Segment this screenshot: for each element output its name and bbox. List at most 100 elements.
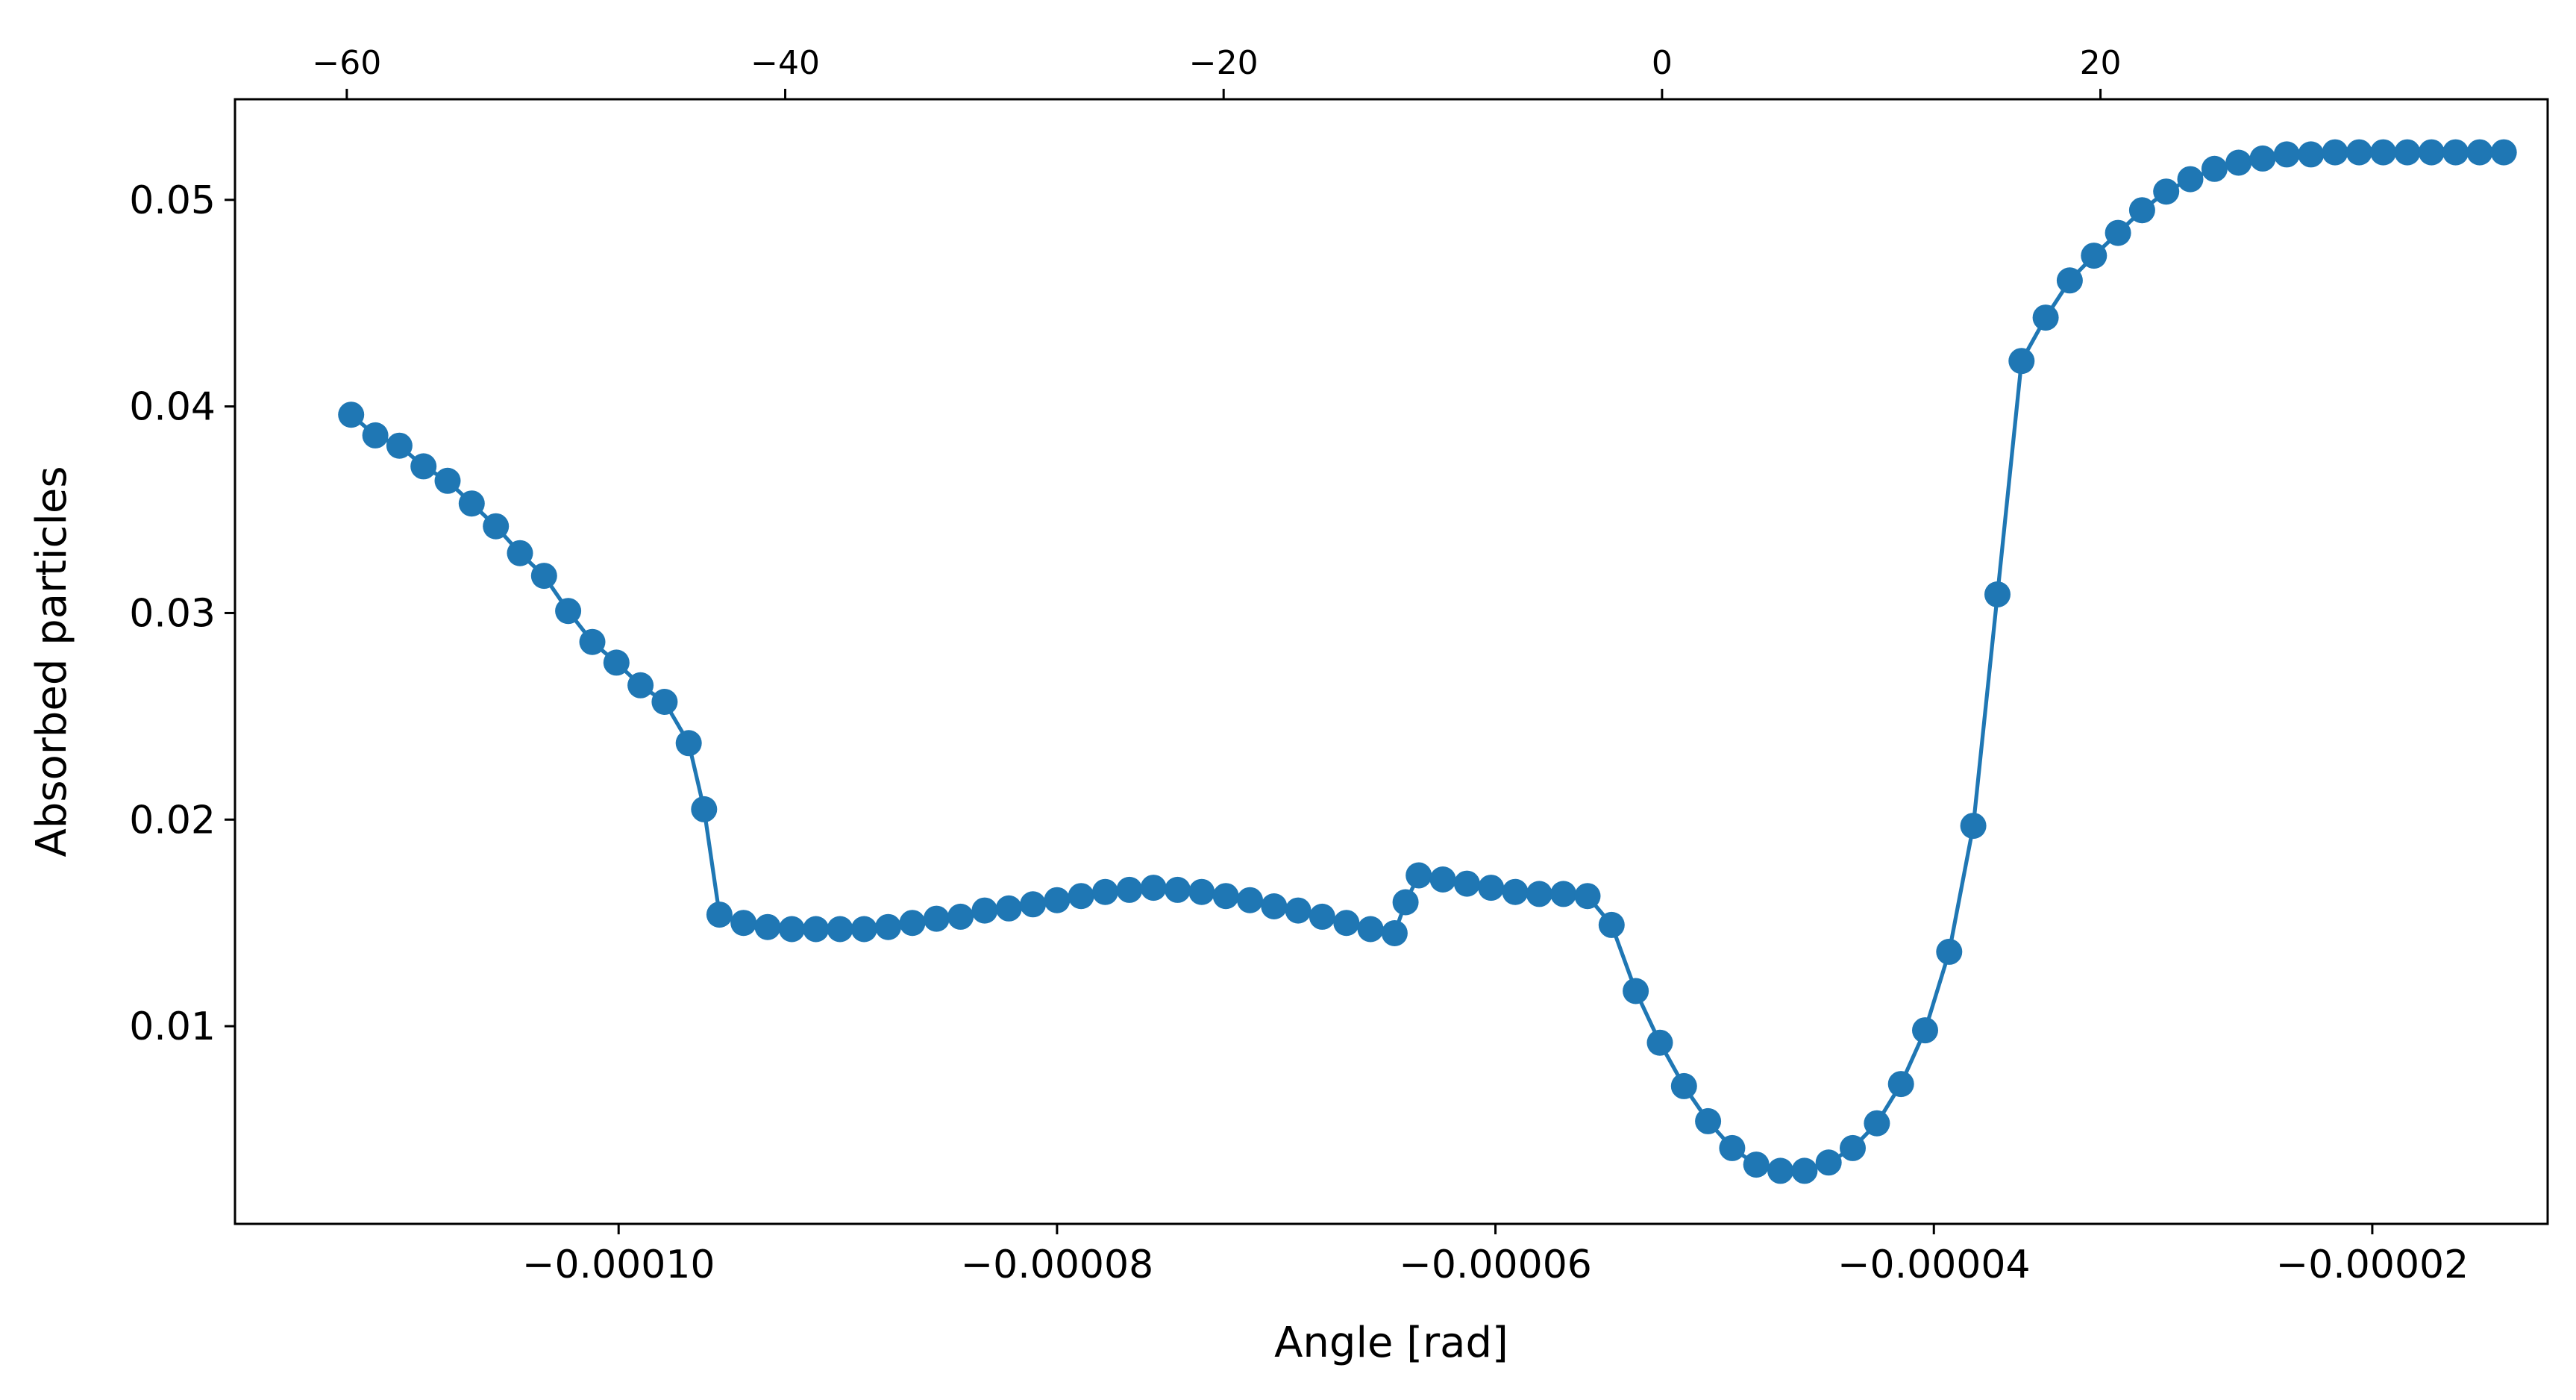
- data-point: [1020, 891, 1047, 918]
- data-point: [2345, 139, 2372, 166]
- y-tick-label: 0.03: [129, 591, 216, 636]
- y-tick-label: 0.05: [129, 178, 216, 223]
- data-point: [691, 796, 718, 822]
- data-point: [1550, 881, 1577, 907]
- data-point: [2490, 139, 2517, 166]
- data-point: [1405, 862, 1432, 889]
- data-point: [899, 910, 926, 937]
- data-point: [2177, 166, 2204, 193]
- data-point: [706, 901, 733, 928]
- data-point: [338, 401, 365, 428]
- data-point: [875, 913, 902, 940]
- data-point: [1719, 1134, 1746, 1161]
- data-point: [2081, 243, 2108, 269]
- data-point: [2105, 219, 2131, 246]
- data-point: [458, 490, 485, 517]
- data-point: [1598, 911, 1625, 938]
- data-point: [1285, 897, 1311, 924]
- data-point: [579, 628, 606, 655]
- data-point: [1116, 876, 1143, 903]
- y-axis-label: Absorbed particles: [28, 466, 76, 857]
- data-point: [362, 422, 389, 449]
- data-point: [1623, 978, 1649, 1004]
- data-point: [1864, 1110, 1890, 1137]
- data-point: [1840, 1134, 1866, 1161]
- data-point: [651, 689, 678, 715]
- data-point: [1212, 883, 1239, 910]
- x-tick-label: −0.00006: [1399, 1243, 1592, 1287]
- y-tick-label: 0.04: [129, 385, 216, 430]
- data-point: [1526, 881, 1552, 907]
- data-point: [1670, 1072, 1697, 1099]
- data-point: [627, 672, 654, 699]
- data-point: [1984, 581, 2011, 607]
- x-tick-label: −0.00002: [2276, 1243, 2469, 1287]
- data-point: [923, 905, 950, 932]
- data-point: [603, 649, 630, 676]
- data-point: [2201, 155, 2228, 182]
- x-tick-label: −0.00008: [961, 1243, 1154, 1287]
- data-point: [827, 916, 853, 943]
- data-point: [1695, 1107, 1722, 1134]
- data-point: [1646, 1029, 1673, 1056]
- top-x-tick-label: 0: [1652, 44, 1673, 82]
- data-point: [2153, 178, 2180, 205]
- data-point: [1309, 903, 1335, 930]
- data-point: [803, 916, 830, 943]
- data-point: [1936, 938, 1963, 965]
- top-x-tick-label: 20: [2080, 44, 2122, 82]
- data-point: [2394, 139, 2421, 166]
- data-point: [507, 540, 533, 566]
- top-x-tick-label: −40: [750, 44, 820, 82]
- data-point: [947, 903, 974, 930]
- data-point: [1960, 813, 1987, 840]
- data-point: [2466, 139, 2493, 166]
- data-point: [1068, 883, 1094, 910]
- data-point: [1165, 876, 1191, 903]
- data-point: [555, 598, 582, 625]
- data-point: [778, 916, 805, 943]
- data-point: [1381, 920, 1408, 946]
- data-point: [2056, 267, 2083, 294]
- data-point: [2418, 139, 2445, 166]
- data-point: [730, 910, 757, 937]
- data-point: [386, 432, 413, 459]
- data-point: [2008, 348, 2035, 375]
- x-axis-label: Angle [rad]: [1274, 1319, 1508, 1367]
- data-point: [410, 453, 437, 480]
- data-point: [1502, 878, 1529, 905]
- plot-area: [338, 139, 2517, 1184]
- data-point: [754, 913, 781, 940]
- data-point: [1815, 1149, 1842, 1176]
- data-point: [1092, 878, 1118, 905]
- data-point: [850, 916, 877, 943]
- top-x-tick-label: −60: [312, 44, 381, 82]
- data-point: [2032, 304, 2059, 331]
- data-point: [2322, 139, 2348, 166]
- data-point: [2225, 149, 2252, 176]
- data-point: [2442, 139, 2469, 166]
- data-point: [530, 563, 557, 590]
- data-point: [1478, 875, 1505, 901]
- data-point: [1743, 1151, 1770, 1178]
- data-point: [2298, 141, 2325, 168]
- y-tick-label: 0.02: [129, 798, 216, 843]
- axes: −0.00010 −0.00008 −0.00006 −0.00004 −0.00002…: [129, 44, 2549, 1287]
- data-point: [1140, 875, 1167, 901]
- data-point: [1357, 916, 1384, 943]
- top-x-tick-label: −20: [1189, 44, 1259, 82]
- data-point: [995, 895, 1022, 922]
- data-point: [1237, 887, 1263, 913]
- data-point: [1044, 887, 1071, 913]
- data-point: [1791, 1157, 1818, 1184]
- y-tick-label: 0.01: [129, 1004, 216, 1049]
- data-point: [2249, 145, 2276, 172]
- data-point: [1261, 893, 1288, 919]
- x-tick-label: −0.00004: [1837, 1243, 2031, 1287]
- data-point: [1429, 866, 1456, 893]
- plot-frame: [234, 98, 2549, 1225]
- data-point: [1188, 878, 1215, 905]
